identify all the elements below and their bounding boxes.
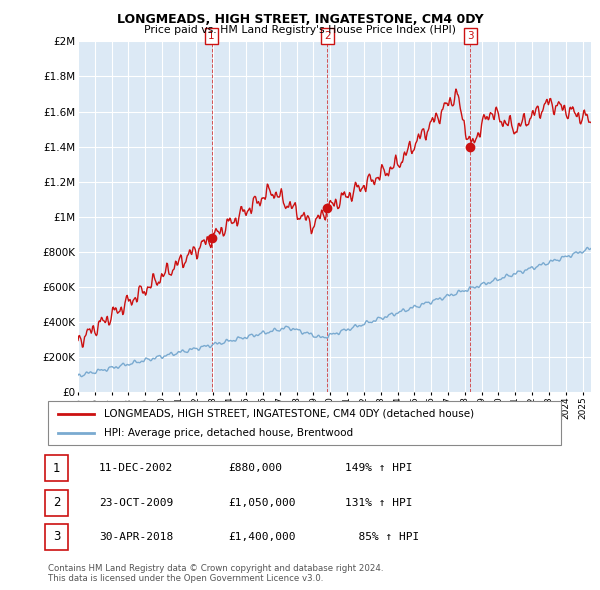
- Text: LONGMEADS, HIGH STREET, INGATESTONE, CM4 0DY: LONGMEADS, HIGH STREET, INGATESTONE, CM4…: [116, 13, 484, 26]
- Text: 3: 3: [53, 530, 60, 543]
- Text: Price paid vs. HM Land Registry's House Price Index (HPI): Price paid vs. HM Land Registry's House …: [144, 25, 456, 35]
- Text: 149% ↑ HPI: 149% ↑ HPI: [345, 464, 413, 473]
- Text: 1: 1: [208, 31, 215, 41]
- Text: Contains HM Land Registry data © Crown copyright and database right 2024.
This d: Contains HM Land Registry data © Crown c…: [48, 563, 383, 583]
- Text: 1: 1: [53, 462, 60, 475]
- Text: 85% ↑ HPI: 85% ↑ HPI: [345, 532, 419, 542]
- Text: LONGMEADS, HIGH STREET, INGATESTONE, CM4 0DY (detached house): LONGMEADS, HIGH STREET, INGATESTONE, CM4…: [104, 409, 475, 418]
- Text: £1,050,000: £1,050,000: [228, 498, 296, 507]
- Text: 2: 2: [324, 31, 331, 41]
- Text: £880,000: £880,000: [228, 464, 282, 473]
- Text: 2: 2: [53, 496, 60, 509]
- Text: 30-APR-2018: 30-APR-2018: [99, 532, 173, 542]
- Text: 11-DEC-2002: 11-DEC-2002: [99, 464, 173, 473]
- Text: HPI: Average price, detached house, Brentwood: HPI: Average price, detached house, Bren…: [104, 428, 353, 438]
- FancyBboxPatch shape: [48, 401, 561, 445]
- Text: 3: 3: [467, 31, 474, 41]
- Text: 23-OCT-2009: 23-OCT-2009: [99, 498, 173, 507]
- Text: £1,400,000: £1,400,000: [228, 532, 296, 542]
- Text: 131% ↑ HPI: 131% ↑ HPI: [345, 498, 413, 507]
